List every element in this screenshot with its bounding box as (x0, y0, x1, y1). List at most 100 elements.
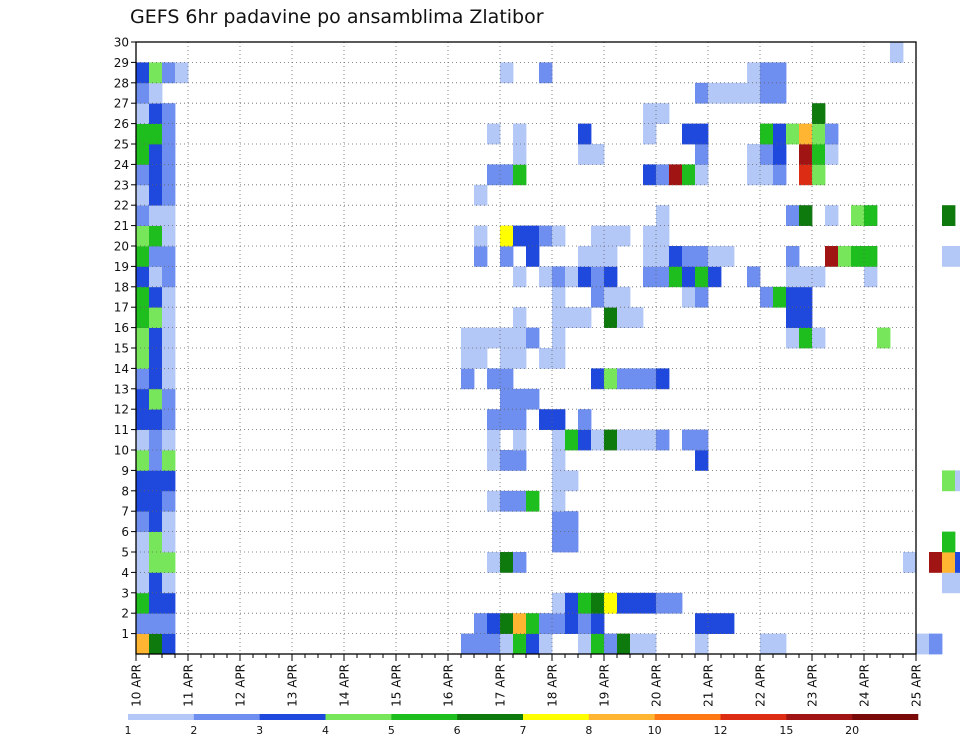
y-tick-label: 30 (114, 36, 129, 50)
colorbar-swatch (457, 714, 524, 720)
y-tick-label: 13 (114, 382, 129, 396)
x-tick-label: 11 APR (182, 664, 196, 707)
heatmap-cell (136, 531, 150, 553)
heatmap-cell (500, 490, 514, 512)
heatmap-cell (500, 613, 514, 634)
heatmap-cell (565, 511, 579, 532)
heatmap-cell (513, 429, 527, 451)
heatmap-cell (136, 266, 150, 288)
y-tick-label: 18 (114, 280, 129, 294)
heatmap-cell (773, 144, 787, 165)
heatmap-cell (552, 450, 566, 471)
colorbar-swatch (259, 714, 326, 720)
heatmap-cell (604, 429, 618, 451)
heatmap-cell (786, 286, 800, 308)
y-tick-label: 16 (114, 321, 129, 335)
heatmap-cell (786, 246, 800, 267)
heatmap-cell (825, 144, 839, 165)
heatmap-cell (552, 613, 566, 634)
heatmap-cell (643, 266, 657, 288)
heatmap-cell (747, 164, 761, 186)
heatmap-cell (487, 164, 501, 186)
heatmap-cell (149, 409, 163, 430)
heatmap-cell (136, 490, 150, 512)
colorbar: 1 2 3 4 5 6 7 8 10 12 15 20 (125, 714, 919, 737)
heatmap-cell (760, 633, 774, 655)
heatmap-cell (916, 633, 930, 655)
heatmap-cell (942, 531, 956, 553)
heatmap-cell (591, 613, 605, 634)
y-tick-label: 25 (114, 138, 129, 152)
heatmap-cell (513, 633, 527, 655)
heatmap-cell (474, 633, 488, 655)
y-tick-label: 4 (121, 566, 129, 580)
x-tick-label: 12 APR (234, 664, 248, 707)
heatmap-cell (513, 409, 527, 430)
heatmap-cell (162, 409, 176, 430)
y-tick-label: 24 (114, 158, 129, 172)
colorbar-label: 15 (779, 724, 793, 737)
y-tick-label: 28 (114, 76, 129, 90)
heatmap-cell (513, 450, 527, 471)
heatmap-cell (591, 368, 605, 390)
heatmap-cell (721, 82, 735, 104)
heatmap-cell (578, 123, 592, 145)
heatmap-cell (669, 164, 683, 186)
heatmap-cell (643, 429, 657, 451)
heatmap-cell (539, 62, 553, 84)
heatmap-cell (786, 327, 800, 349)
heatmap-cell (149, 633, 163, 655)
heatmap-cell (604, 246, 618, 267)
heatmap-cell (630, 368, 644, 390)
heatmap-cell (513, 327, 527, 349)
heatmap-cell (773, 123, 787, 145)
heatmap-cell (747, 82, 761, 104)
heatmap-cell (617, 368, 631, 390)
heatmap-cell (617, 286, 631, 308)
heatmap-cell (747, 266, 761, 288)
heatmap-cell (773, 286, 787, 308)
heatmap-cell (578, 613, 592, 634)
colorbar-swatch (654, 714, 721, 720)
heatmap-cell (526, 388, 540, 410)
heatmap-cell (461, 368, 475, 390)
heatmap-cell (786, 266, 800, 288)
heatmap-cell (526, 225, 540, 247)
heatmap-cell (461, 327, 475, 349)
heatmap-cell (136, 246, 150, 267)
x-tick-label: 13 APR (286, 664, 300, 707)
heatmap-cell (799, 266, 813, 288)
heatmap-cell (695, 144, 709, 165)
heatmap-cell (500, 388, 514, 410)
heatmap-cells (136, 42, 960, 655)
heatmap-cell (799, 123, 813, 145)
heatmap-cell (695, 429, 709, 451)
heatmap-cell (565, 531, 579, 553)
heatmap-cell (695, 164, 709, 186)
heatmap-cell (539, 633, 553, 655)
heatmap-cell (825, 246, 839, 267)
heatmap-cell (162, 592, 176, 614)
heatmap-cell (136, 552, 150, 573)
heatmap-cell (500, 409, 514, 430)
heatmap-cell (955, 572, 960, 594)
heatmap-cell (461, 348, 475, 369)
heatmap-cell (721, 613, 735, 634)
heatmap-cell (474, 246, 488, 267)
heatmap-cell (682, 164, 696, 186)
heatmap-cell (552, 307, 566, 328)
heatmap-cell (149, 470, 163, 492)
heatmap-cell (643, 246, 657, 267)
heatmap-cell (656, 246, 670, 267)
heatmap-cell (630, 633, 644, 655)
heatmap-cell (162, 511, 176, 532)
y-tick-label: 1 (121, 627, 129, 641)
heatmap-cell (708, 246, 722, 267)
heatmap-cell (149, 82, 163, 104)
heatmap-cell (695, 613, 709, 634)
heatmap-cell (162, 613, 176, 634)
heatmap-cell (474, 613, 488, 634)
chart-title: GEFS 6hr padavine po ansamblima Zlatibor (130, 6, 544, 28)
colorbar-label: 5 (388, 724, 395, 737)
heatmap-cell (513, 307, 527, 328)
